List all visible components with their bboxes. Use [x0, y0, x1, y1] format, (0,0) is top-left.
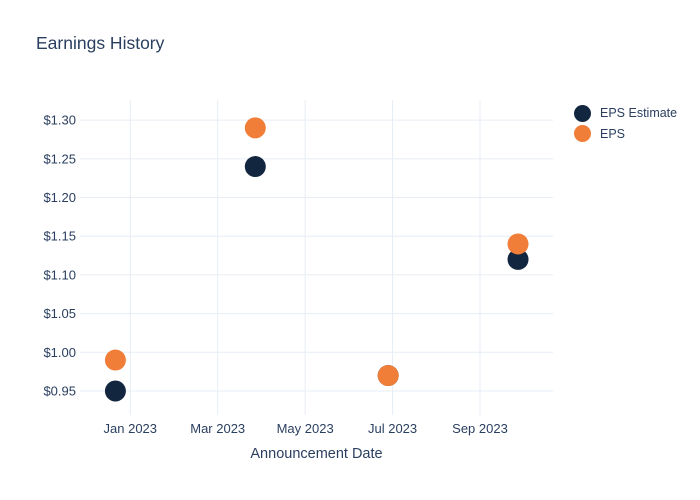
x-tick-label: Jul 2023 — [368, 421, 417, 436]
legend-label-eps: EPS — [600, 126, 626, 141]
point-eps-estimate[interactable] — [104, 380, 126, 402]
point-eps-estimate[interactable] — [244, 156, 266, 178]
y-tick-label: $1.25 — [43, 151, 76, 166]
x-tick-label: Jan 2023 — [104, 421, 158, 436]
y-tick-label: $1.05 — [43, 306, 76, 321]
legend: EPS Estimate EPS — [574, 104, 677, 143]
y-tick-label: $1.20 — [43, 190, 76, 205]
point-eps[interactable] — [377, 365, 399, 387]
x-tick-label: Mar 2023 — [190, 421, 245, 436]
x-tick-label: Sep 2023 — [452, 421, 508, 436]
eps-marker-icon — [574, 125, 591, 143]
legend-label-eps-estimate: EPS Estimate — [600, 106, 678, 121]
point-eps[interactable] — [507, 233, 529, 255]
point-eps-estimate[interactable] — [507, 248, 529, 270]
y-tick-label: $1.30 — [43, 113, 76, 128]
y-tick-label: $1.10 — [43, 267, 76, 282]
chart-title: Earnings History — [36, 33, 165, 53]
y-tick-label: $0.95 — [43, 384, 76, 399]
x-axis-title: Announcement Date — [250, 446, 383, 462]
x-tick-label: May 2023 — [277, 421, 334, 436]
point-eps[interactable] — [244, 117, 266, 139]
legend-item-eps-estimate[interactable]: EPS Estimate — [574, 104, 677, 123]
legend-item-eps[interactable]: EPS — [574, 125, 677, 144]
y-tick-label: $1.00 — [43, 345, 76, 360]
y-tick-label: $1.15 — [43, 229, 76, 244]
eps-estimate-marker-icon — [574, 104, 591, 122]
point-eps[interactable] — [104, 349, 126, 371]
